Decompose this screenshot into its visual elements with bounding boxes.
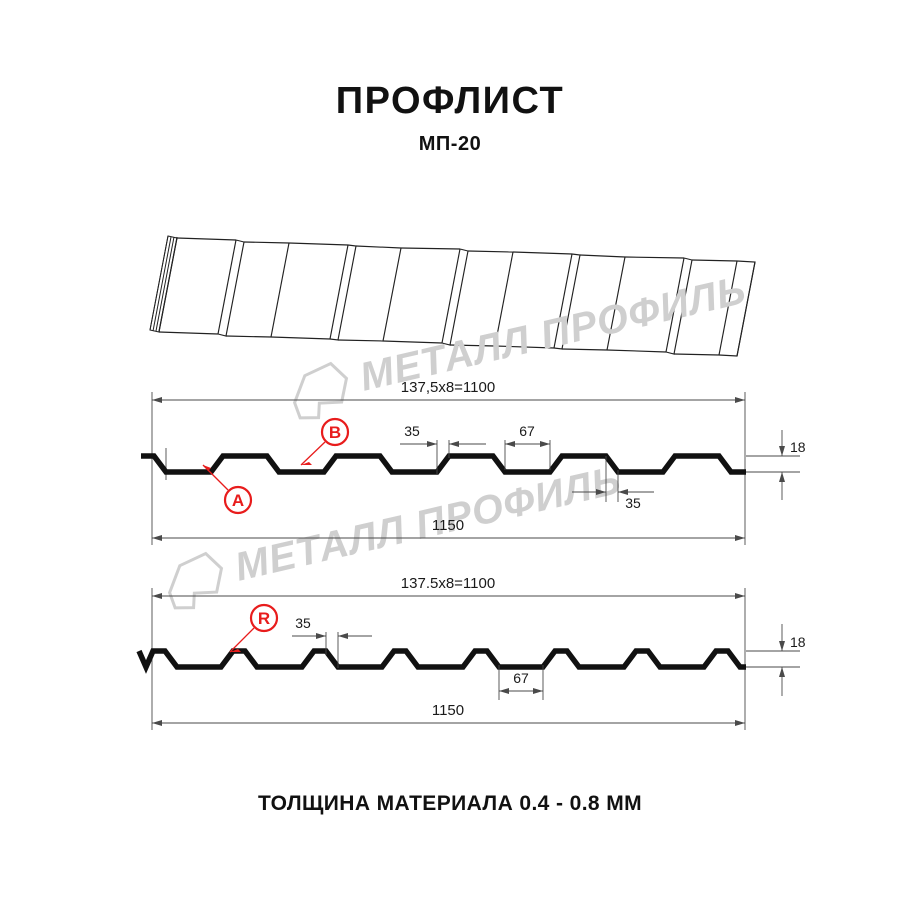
profile-top-total-label: 1150 (432, 517, 464, 534)
profile-bottom-height-label: 18 (790, 634, 806, 650)
profile-top-rib-base-dimension: 67 (504, 423, 551, 470)
callout-a-label: A (232, 491, 244, 510)
profile-bottom-height-dimension: 18 (746, 624, 806, 696)
profile-top-rib-base-label: 67 (519, 423, 535, 439)
profile-top-overall-label: 137,5x8=1100 (401, 379, 495, 396)
profile-top-total-dimension: 1150 (152, 517, 745, 541)
profile-top-rib-top-dimension: 35 (400, 423, 486, 474)
profile-top-group: 137,5x8=1100 1150 35 67 (141, 379, 806, 545)
callout-r-label: R (258, 609, 270, 628)
watermark-upper: МЕТАЛЛ ПРОФИЛЬ (292, 268, 750, 420)
callout-b-label: B (329, 423, 341, 442)
watermark-lower: МЕТАЛЛ ПРОФИЛЬ (167, 458, 626, 610)
profile-top-lower-rib-label: 35 (625, 495, 641, 511)
watermark-text-2: МЕТАЛЛ ПРОФИЛЬ (231, 458, 626, 590)
callout-a: A (202, 464, 253, 515)
profile-bottom-total-dimension: 1150 (152, 702, 745, 726)
profile-top-section (141, 453, 746, 475)
page-title: ПРОФЛИСТ (335, 80, 565, 122)
profile-bottom-rib-top-label: 35 (295, 615, 311, 631)
profile-top-height-label: 18 (790, 439, 806, 455)
profile-bottom-group: 137.5x8=1100 1150 35 67 (136, 575, 806, 730)
callout-b: B (300, 417, 350, 466)
profile-top-height-dimension: 18 (746, 430, 806, 500)
profile-bottom-rib-base-label: 67 (513, 670, 529, 686)
profile-bottom-total-label: 1150 (432, 702, 464, 719)
profile-top-rib-top-label: 35 (404, 423, 420, 439)
material-thickness-note: ТОЛЩИНА МАТЕРИАЛА 0.4 - 0.8 ММ (257, 792, 643, 815)
isometric-sheet-view (149, 235, 756, 357)
profile-bottom-overall-label: 137.5x8=1100 (401, 575, 495, 592)
profile-top-lower-rib-dimension: 35 (572, 456, 654, 511)
profile-top-overall-dimension: 137,5x8=1100 (152, 379, 745, 403)
profile-bottom-rib-base-dimension: 67 (498, 665, 544, 700)
profile-bottom-section (136, 648, 746, 674)
page-subtitle-model: МП-20 (418, 133, 482, 155)
callout-r: R (229, 603, 279, 653)
profile-bottom-overall-dimension: 137.5x8=1100 (152, 575, 745, 599)
profile-bottom-rib-top-dimension: 35 (292, 615, 372, 668)
